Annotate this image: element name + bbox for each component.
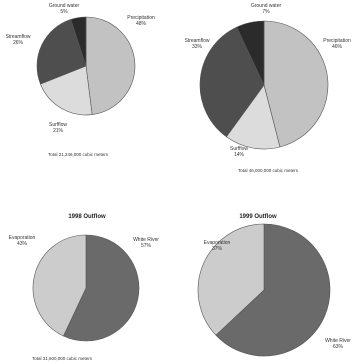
pie-slice-evaporation xyxy=(197,223,265,336)
chart-total: Total 21,246,000 cubic meters xyxy=(48,152,109,157)
slice-label-streamflow: Streamflow xyxy=(5,34,30,40)
slice-label-ground-water: Ground water xyxy=(251,3,282,9)
chart-title: 1998 Outflow xyxy=(68,214,106,220)
slice-label-surfflow: Surfflow xyxy=(49,122,67,128)
pie-slice-ground-water xyxy=(236,20,265,86)
slice-value-evaporation: 43% xyxy=(17,241,28,247)
pie-chart-2: Ground water 7% Precipitation 46% Stream… xyxy=(184,3,351,173)
slice-value-precipitation: 48% xyxy=(136,21,147,27)
pie-chart-4: 1999 Outflow Evaporation 37% White River… xyxy=(197,214,351,357)
slice-value-ground-water: 7% xyxy=(262,9,270,15)
slice-label-surfflow: Surfflow xyxy=(230,146,248,152)
slice-label-streamflow: Streamflow xyxy=(184,38,209,44)
slice-label-white-river: White River xyxy=(133,237,159,243)
chart-title: 1999 Outflow xyxy=(239,214,277,220)
slice-label-ground-water: Ground water xyxy=(49,3,80,9)
slice-value-surfflow: 21% xyxy=(53,128,64,134)
pie-slice-white-river xyxy=(215,223,331,357)
slice-label-precipitation: Precipitation xyxy=(323,38,351,44)
pie-slice-white-river xyxy=(63,234,140,342)
pie-slice-surfflow xyxy=(225,84,281,150)
pie-chart-3: 1998 Outflow Evaporation 43% White River… xyxy=(9,214,160,361)
slice-label-evaporation: Evaporation xyxy=(9,235,36,241)
slice-label-white-river: White River xyxy=(325,338,351,344)
slice-value-surfflow: 14% xyxy=(234,152,245,158)
chart-total: Total 31,600,000 cubic meters xyxy=(32,356,93,361)
slice-label-precipitation: Precipitation xyxy=(127,15,155,21)
pie-slice-ground-water xyxy=(70,16,87,67)
slice-value-streamflow: 26% xyxy=(13,40,24,46)
pie-slice-evaporation xyxy=(32,234,87,337)
slice-value-evaporation: 37% xyxy=(212,246,223,252)
pie-slice-surfflow xyxy=(40,65,93,116)
slice-value-white-river: 57% xyxy=(141,243,152,249)
slice-value-precipitation: 46% xyxy=(332,44,343,50)
slice-value-streamflow: 33% xyxy=(192,44,203,50)
pie-slice-streamflow xyxy=(36,19,87,85)
pie-slice-streamflow xyxy=(199,26,265,138)
slice-label-evaporation: Evaporation xyxy=(204,240,231,246)
pie-slice-precipitation xyxy=(263,20,329,148)
pie-chart-1: Ground water 5% Precipitation 48% Stream… xyxy=(5,3,155,157)
slice-value-ground-water: 5% xyxy=(60,9,68,15)
slice-value-white-river: 63% xyxy=(333,344,344,350)
chart-total: Total 46,000,000 cubic meters xyxy=(238,168,299,173)
pie-slice-precipitation xyxy=(85,16,136,115)
